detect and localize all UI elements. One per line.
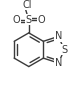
- Text: N: N: [55, 58, 62, 68]
- Text: S: S: [61, 45, 67, 55]
- Text: O: O: [37, 15, 45, 25]
- Text: Cl: Cl: [22, 0, 32, 10]
- Text: O: O: [13, 15, 20, 25]
- Text: S: S: [26, 15, 32, 25]
- Text: N: N: [55, 31, 62, 41]
